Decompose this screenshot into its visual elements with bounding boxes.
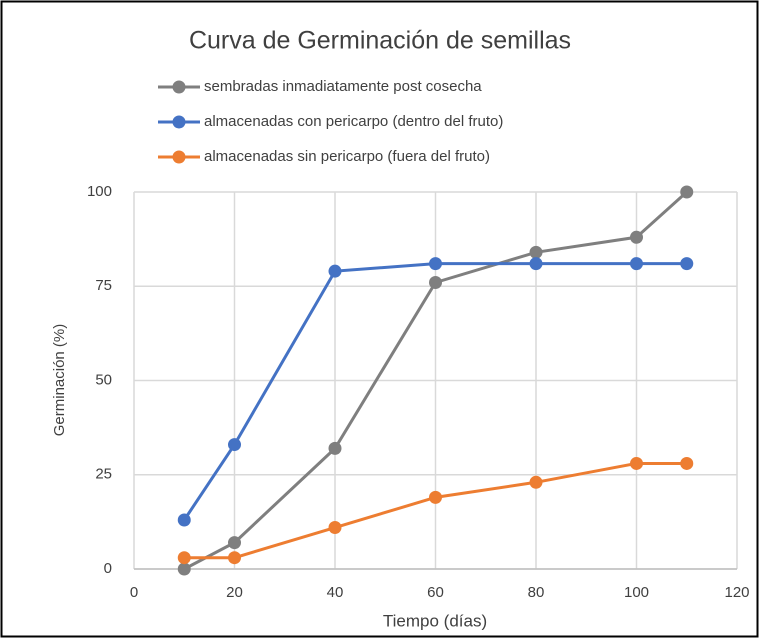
data-point [177, 551, 191, 565]
legend-marker [172, 150, 186, 164]
data-point [429, 490, 442, 504]
data-point [529, 475, 543, 489]
x-tick-label: 100 [624, 584, 649, 601]
data-point [529, 245, 543, 259]
data-point [328, 264, 342, 278]
data-point [228, 438, 241, 452]
data-point [177, 513, 191, 527]
data-point [429, 275, 442, 289]
y-tick-label: 100 [87, 183, 112, 200]
x-tick-label: 0 [130, 584, 138, 601]
chart-title: Curva de Germinación de semillas [189, 27, 571, 55]
data-point [680, 456, 694, 470]
data-point [529, 257, 543, 271]
y-tick-label: 50 [95, 371, 112, 388]
data-point [228, 536, 241, 550]
data-point [630, 257, 643, 271]
y-tick-label: 75 [95, 277, 112, 294]
x-tick-label: 120 [724, 584, 749, 601]
legend-marker [172, 80, 186, 94]
y-tick-label: 25 [95, 466, 112, 483]
x-tick-label: 60 [427, 584, 444, 601]
legend-label: almacenadas sin pericarpo (fuera del fru… [204, 148, 490, 165]
data-point [228, 551, 241, 565]
data-point [328, 441, 342, 455]
x-axis-title: Tiempo (días) [383, 611, 487, 630]
data-point [177, 562, 191, 576]
y-tick-label: 0 [104, 560, 112, 577]
data-point [680, 257, 694, 271]
data-point [680, 185, 694, 199]
data-point [328, 521, 342, 535]
legend-label: almacenadas con pericarpo (dentro del fr… [204, 113, 503, 130]
x-tick-label: 80 [528, 584, 545, 601]
legend-label: sembradas inmadiatamente post cosecha [204, 78, 482, 95]
x-tick-label: 20 [226, 584, 243, 601]
data-point [429, 257, 442, 271]
x-tick-label: 40 [327, 584, 344, 601]
data-point [630, 456, 643, 470]
legend-marker [172, 115, 186, 129]
data-point [630, 230, 643, 244]
y-axis-title: Germinación (%) [51, 324, 68, 437]
